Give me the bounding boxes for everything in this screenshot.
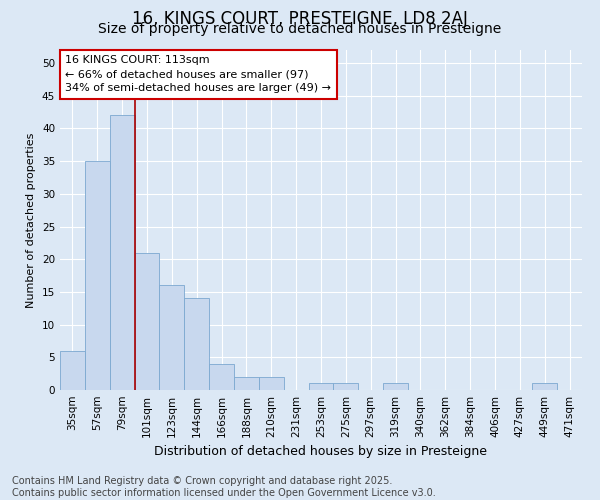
Bar [383, 384, 408, 390]
Bar [160, 286, 184, 390]
Bar [234, 377, 259, 390]
Bar [184, 298, 209, 390]
Y-axis label: Number of detached properties: Number of detached properties [26, 132, 37, 308]
Bar [209, 364, 234, 390]
Bar [259, 377, 284, 390]
Text: Size of property relative to detached houses in Presteigne: Size of property relative to detached ho… [98, 22, 502, 36]
Text: 16 KINGS COURT: 113sqm
← 66% of detached houses are smaller (97)
34% of semi-det: 16 KINGS COURT: 113sqm ← 66% of detached… [65, 55, 331, 93]
Text: 16, KINGS COURT, PRESTEIGNE, LD8 2AJ: 16, KINGS COURT, PRESTEIGNE, LD8 2AJ [132, 10, 468, 28]
Bar [60, 351, 85, 390]
X-axis label: Distribution of detached houses by size in Presteigne: Distribution of detached houses by size … [155, 446, 487, 458]
Text: Contains HM Land Registry data © Crown copyright and database right 2025.
Contai: Contains HM Land Registry data © Crown c… [12, 476, 436, 498]
Bar [308, 384, 334, 390]
Bar [532, 384, 557, 390]
Bar [110, 116, 134, 390]
Bar [134, 252, 160, 390]
Bar [334, 384, 358, 390]
Bar [85, 161, 110, 390]
